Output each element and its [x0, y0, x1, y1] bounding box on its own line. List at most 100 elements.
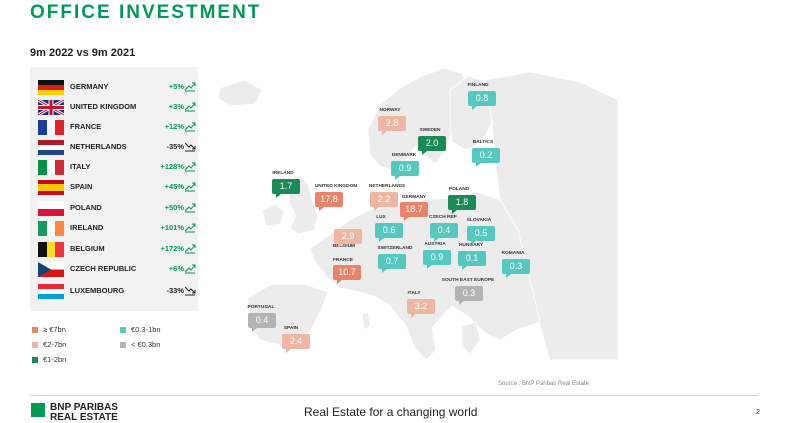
change-value: -35%	[166, 142, 184, 151]
italy-flag-icon	[38, 160, 64, 175]
footer-tagline: Real Estate for a changing world	[304, 405, 478, 419]
ireland-landmass	[261, 203, 285, 227]
country-name: FRANCE	[70, 122, 102, 131]
change-value: +45%	[164, 182, 184, 191]
legend-item: €0.3-1bn	[120, 325, 161, 334]
legend-label: ≥ €7bn	[43, 325, 66, 334]
legend-swatch	[32, 357, 38, 364]
page-number: 2	[756, 409, 760, 416]
ireland-flag-icon	[38, 221, 64, 236]
change-value: +5%	[168, 82, 184, 91]
country-name: LUXEMBOURG	[70, 286, 125, 295]
trend-up-icon	[184, 223, 196, 233]
trend-up-icon	[184, 122, 196, 132]
map-value-bubble: 1.7	[272, 179, 300, 198]
footer-divider	[30, 395, 758, 396]
map-country-label: NORWAY	[379, 108, 401, 113]
belgium-flag-icon	[38, 242, 64, 257]
map-country-label: BALTICS	[472, 140, 494, 145]
trend-up-icon	[184, 162, 196, 172]
country-row-italy: ITALY +128%	[30, 157, 198, 177]
map-country-label: ITALY	[407, 291, 421, 296]
trend-up-icon	[184, 264, 196, 274]
change-value: +128%	[160, 162, 184, 171]
map-country-label: AUSTRIA	[424, 242, 446, 247]
country-name: GERMANY	[70, 82, 109, 91]
country-row-germany: GERMANY +5%	[30, 77, 198, 97]
legend-item: ≥ €7bn	[32, 325, 66, 334]
map-value-bubble: 2.9	[334, 229, 362, 248]
france-flag-icon	[38, 120, 64, 135]
country-name: UNITED KINGDOM	[70, 102, 137, 111]
map-country-label: SWEDEN	[419, 128, 441, 133]
netherlands-flag-icon	[38, 140, 64, 155]
map-country-label: HUNGARY	[458, 243, 484, 248]
map-value-bubble: 1.8	[448, 195, 476, 214]
map-country-label: IRELAND	[272, 171, 294, 176]
country-row-czech-republic: CZECH REPUBLIC +6%	[30, 259, 198, 279]
country-row-france: FRANCE +12%	[30, 117, 198, 137]
country-name: IRELAND	[70, 223, 104, 232]
map-value-bubble: 0.9	[391, 161, 419, 180]
legend-swatch	[120, 327, 126, 334]
legend-label: €0.3-1bn	[131, 325, 161, 334]
map-country-label: PORTUGAL	[247, 305, 275, 310]
trend-down-icon	[184, 142, 196, 152]
legend-item: < €0.3bn	[120, 340, 160, 349]
change-value: -33%	[166, 286, 184, 295]
trend-up-icon	[184, 244, 196, 254]
map-value-bubble: 0.5	[467, 226, 495, 245]
change-value: +172%	[160, 244, 184, 253]
map-value-bubble: 0.1	[458, 251, 486, 270]
map-value-bubble: 0.7	[378, 254, 406, 273]
change-value: +50%	[164, 203, 184, 212]
country-row-ireland: IRELAND +101%	[30, 218, 198, 238]
legend-swatch	[32, 342, 38, 349]
country-row-poland: POLAND +50%	[30, 198, 198, 218]
map-country-label: SPAIN	[283, 326, 299, 331]
page-title: OFFICE INVESTMENT	[30, 2, 262, 23]
map-value-bubble: 0.3	[502, 259, 530, 278]
map-value-bubble: 18.7	[400, 202, 428, 221]
map-value-bubble: 0.8	[468, 91, 496, 110]
legend-label: €1-2bn	[43, 355, 67, 364]
map-country-label: FINLAND	[467, 83, 489, 88]
country-name: ITALY	[70, 162, 91, 171]
map-value-bubble: 2.4	[282, 334, 310, 353]
luxembourg-flag-icon	[38, 284, 64, 299]
czech-republic-flag-icon	[38, 262, 64, 277]
poland-flag-icon	[38, 201, 64, 216]
map-country-label: POLAND	[448, 187, 470, 192]
country-row-spain: SPAIN +45%	[30, 177, 198, 197]
legend-swatch	[32, 327, 38, 334]
trend-down-icon	[184, 286, 196, 296]
map-value-bubble: 0.4	[248, 313, 276, 332]
map-country-label: FRANCE	[333, 258, 353, 263]
change-value: +3%	[168, 102, 184, 111]
country-name: SPAIN	[70, 182, 93, 191]
europe-map	[217, 67, 619, 361]
trend-up-icon	[184, 102, 196, 112]
trend-up-icon	[184, 203, 196, 213]
map-value-bubble: 0.6	[375, 223, 403, 242]
country-row-united-kingdom: UNITED KINGDOM +3%	[30, 97, 198, 117]
map-value-bubble: 10.7	[333, 265, 361, 284]
map-country-label: CZECH REP	[429, 215, 457, 220]
country-name: CZECH REPUBLIC	[70, 264, 137, 273]
map-value-bubble: 0.2	[472, 148, 500, 167]
map-value-bubble: 2.8	[378, 116, 406, 135]
legend-label: < €0.3bn	[131, 340, 161, 349]
bnp-paribas-logo-icon	[31, 403, 45, 417]
iceland-landmass	[217, 79, 263, 107]
map-value-bubble: 17.8	[315, 192, 343, 211]
country-name: POLAND	[70, 203, 102, 212]
map-value-bubble: 0.9	[423, 250, 451, 269]
country-name: NETHERLANDS	[70, 142, 127, 151]
map-country-label: GERMANY	[401, 195, 427, 200]
map-country-label: UNITED KINGDOM	[314, 184, 358, 189]
map-country-label: SWITZERLAND	[377, 246, 413, 251]
sardinia-landmass	[361, 311, 371, 331]
germany-flag-icon	[38, 80, 64, 95]
greece-landmass	[461, 321, 481, 355]
legend-item: €2-7bn	[32, 340, 66, 349]
